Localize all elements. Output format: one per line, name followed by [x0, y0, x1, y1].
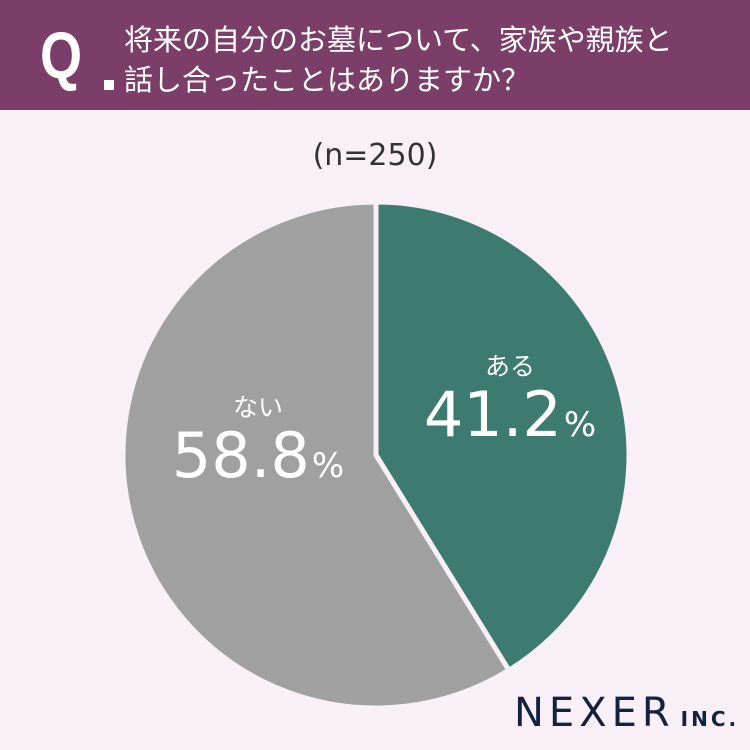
nexer-logo: NEXER INC. — [514, 690, 740, 736]
slice-label-aru: ある 41.2% — [415, 352, 605, 458]
question-text: 将来の自分のお墓について、家族や親族と 話し合ったことはありますか？ — [124, 20, 744, 100]
sample-size: (n=250) — [312, 138, 438, 173]
slice-category: ある — [484, 352, 535, 381]
slice-label-nai: ない 58.8% — [158, 393, 358, 499]
question-line-1: 将来の自分のお墓について、家族や親族と — [124, 23, 673, 57]
pie-slice-nai — [120, 199, 512, 711]
slice-value: 58.8% — [171, 419, 345, 492]
slice-category: ない — [232, 393, 283, 422]
slice-value: 41.2% — [423, 378, 597, 451]
question-line-2: 話し合ったことはありますか？ — [124, 63, 531, 97]
q-mark: Q — [40, 18, 83, 92]
q-dot — [104, 80, 114, 90]
question-header: Q 将来の自分のお墓について、家族や親族と 話し合ったことはありますか？ — [0, 0, 750, 110]
